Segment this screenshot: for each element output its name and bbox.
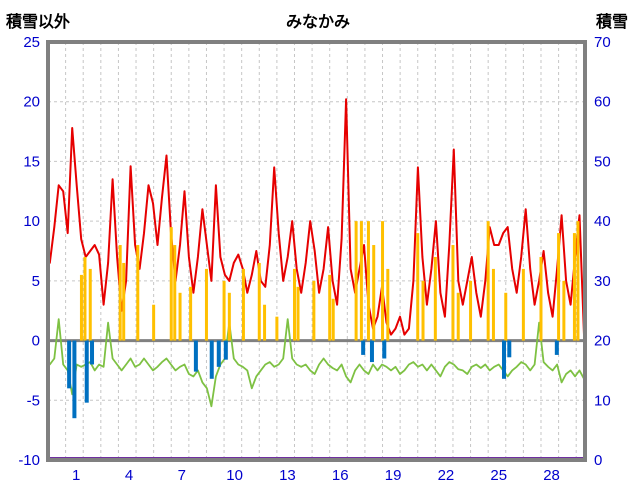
svg-text:-10: -10 (18, 452, 40, 469)
svg-text:10: 10 (226, 467, 243, 484)
plot-frame (46, 40, 587, 462)
svg-text:4: 4 (125, 467, 133, 484)
svg-text:25: 25 (23, 34, 40, 51)
svg-text:40: 40 (594, 213, 611, 230)
precipitation-orange-series (79, 221, 580, 341)
svg-text:28: 28 (543, 467, 560, 484)
svg-text:60: 60 (594, 94, 611, 111)
left-axis-ticks: 25 20 15 10 5 0 -5 -10 (18, 34, 40, 469)
svg-text:20: 20 (23, 94, 40, 111)
svg-text:7: 7 (178, 467, 186, 484)
negative-blue-series (67, 340, 559, 419)
svg-text:0: 0 (594, 452, 602, 469)
svg-text:19: 19 (385, 467, 402, 484)
svg-text:50: 50 (594, 153, 611, 170)
temperature-green-series (48, 318, 585, 408)
svg-text:-5: -5 (27, 392, 40, 409)
chart-title: みなかみ (285, 14, 350, 31)
svg-text:20: 20 (594, 333, 611, 350)
svg-text:1: 1 (72, 467, 80, 484)
right-axis-ticks: 70 60 50 40 30 20 10 0 (594, 34, 611, 469)
svg-text:10: 10 (594, 392, 611, 409)
svg-text:0: 0 (32, 333, 40, 350)
svg-text:30: 30 (594, 273, 611, 290)
svg-text:10: 10 (23, 213, 40, 230)
svg-text:5: 5 (32, 273, 40, 290)
plot-area (48, 42, 585, 460)
vertical-gridlines (65, 42, 577, 460)
svg-text:70: 70 (594, 34, 611, 51)
right-axis-title: 積雪 (595, 14, 628, 31)
svg-text:25: 25 (490, 467, 507, 484)
svg-text:15: 15 (23, 153, 40, 170)
x-axis-ticks: 1 4 7 10 13 16 19 22 25 28 (72, 467, 560, 484)
svg-text:16: 16 (332, 467, 349, 484)
svg-text:13: 13 (279, 467, 296, 484)
left-axis-title: 積雪以外 (6, 14, 71, 31)
svg-text:22: 22 (438, 467, 455, 484)
